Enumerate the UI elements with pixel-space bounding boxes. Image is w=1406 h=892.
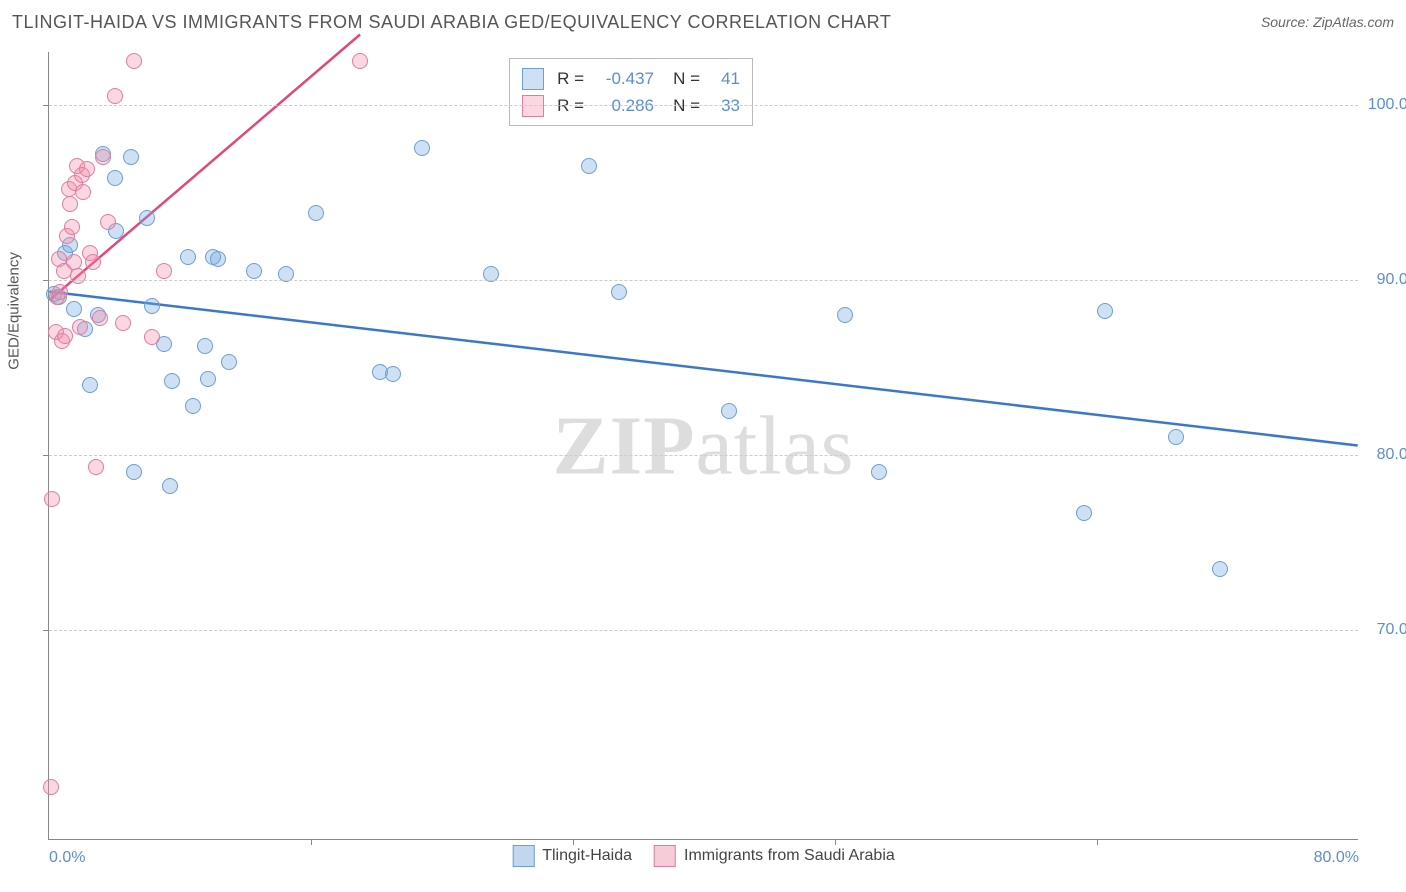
stat-n-value: 33 bbox=[710, 92, 740, 119]
header: TLINGIT-HAIDA VS IMMIGRANTS FROM SAUDI A… bbox=[0, 0, 1406, 44]
stats-legend-box: R = -0.437 N = 41 R = 0.286 N = 33 bbox=[509, 58, 753, 126]
data-point bbox=[1076, 505, 1092, 521]
xtick-label: 80.0% bbox=[1314, 849, 1359, 867]
y-axis-label: GED/Equivalency bbox=[6, 252, 23, 370]
data-point bbox=[123, 149, 139, 165]
data-point bbox=[92, 310, 108, 326]
data-point bbox=[385, 366, 401, 382]
trend-line bbox=[49, 292, 1357, 446]
data-point bbox=[43, 779, 59, 795]
xtick-label: 0.0% bbox=[49, 849, 85, 867]
gridline-h bbox=[49, 455, 1358, 456]
data-point bbox=[107, 88, 123, 104]
data-point bbox=[611, 284, 627, 300]
data-point bbox=[100, 214, 116, 230]
data-point bbox=[352, 53, 368, 69]
data-point bbox=[210, 251, 226, 267]
legend-label: Immigrants from Saudi Arabia bbox=[684, 847, 895, 865]
data-point bbox=[62, 196, 78, 212]
data-point bbox=[200, 371, 216, 387]
stat-row: R = -0.437 N = 41 bbox=[522, 65, 740, 92]
data-point bbox=[414, 140, 430, 156]
data-point bbox=[221, 354, 237, 370]
data-point bbox=[721, 403, 737, 419]
swatch-icon bbox=[522, 95, 544, 117]
chart-container: TLINGIT-HAIDA VS IMMIGRANTS FROM SAUDI A… bbox=[0, 0, 1406, 892]
data-point bbox=[88, 459, 104, 475]
data-point bbox=[82, 377, 98, 393]
data-point bbox=[75, 184, 91, 200]
data-point bbox=[144, 298, 160, 314]
stat-n-value: 41 bbox=[710, 65, 740, 92]
data-point bbox=[72, 319, 88, 335]
ytick-label: 70.0% bbox=[1377, 621, 1406, 639]
xtick-minor bbox=[311, 839, 312, 845]
stat-n-label: N = bbox=[670, 65, 700, 92]
data-point bbox=[70, 268, 86, 284]
data-point bbox=[66, 301, 82, 317]
ytick-label: 80.0% bbox=[1377, 446, 1406, 464]
data-point bbox=[246, 263, 262, 279]
stat-r-label: R = bbox=[554, 65, 584, 92]
data-point bbox=[52, 284, 68, 300]
stat-r-value: 0.286 bbox=[594, 92, 654, 119]
data-point bbox=[308, 205, 324, 221]
ytick bbox=[43, 455, 49, 456]
data-point bbox=[164, 373, 180, 389]
data-point bbox=[64, 219, 80, 235]
data-point bbox=[144, 329, 160, 345]
data-point bbox=[871, 464, 887, 480]
trend-lines-layer bbox=[49, 52, 1358, 839]
series-legend: Tlingit-Haida Immigrants from Saudi Arabi… bbox=[512, 845, 895, 867]
ytick bbox=[43, 280, 49, 281]
stat-n-label: N = bbox=[670, 92, 700, 119]
data-point bbox=[197, 338, 213, 354]
data-point bbox=[156, 263, 172, 279]
data-point bbox=[581, 158, 597, 174]
data-point bbox=[107, 170, 123, 186]
gridline-h bbox=[49, 280, 1358, 281]
data-point bbox=[115, 315, 131, 331]
data-point bbox=[79, 161, 95, 177]
ytick bbox=[43, 105, 49, 106]
legend-item: Tlingit-Haida bbox=[512, 845, 632, 867]
swatch-icon bbox=[654, 845, 676, 867]
source-attribution: Source: ZipAtlas.com bbox=[1261, 14, 1394, 30]
chart-title: TLINGIT-HAIDA VS IMMIGRANTS FROM SAUDI A… bbox=[12, 12, 891, 33]
ytick-label: 90.0% bbox=[1377, 271, 1406, 289]
data-point bbox=[85, 254, 101, 270]
swatch-icon bbox=[512, 845, 534, 867]
stat-row: R = 0.286 N = 33 bbox=[522, 92, 740, 119]
data-point bbox=[837, 307, 853, 323]
plot-area: ZIPatlas R =-0.437N =41R =0.286N =33 Tli… bbox=[48, 52, 1358, 840]
xtick-minor bbox=[835, 839, 836, 845]
xtick-minor bbox=[573, 839, 574, 845]
stat-r-label: R = bbox=[554, 92, 584, 119]
data-point bbox=[185, 398, 201, 414]
data-point bbox=[95, 149, 111, 165]
data-point bbox=[126, 53, 142, 69]
data-point bbox=[44, 491, 60, 507]
stat-r-value: -0.437 bbox=[594, 65, 654, 92]
swatch-icon bbox=[522, 68, 544, 90]
data-point bbox=[1097, 303, 1113, 319]
legend-item: Immigrants from Saudi Arabia bbox=[654, 845, 895, 867]
data-point bbox=[162, 478, 178, 494]
xtick-minor bbox=[1097, 839, 1098, 845]
data-point bbox=[180, 249, 196, 265]
gridline-h bbox=[49, 105, 1358, 106]
legend-label: Tlingit-Haida bbox=[542, 847, 632, 865]
data-point bbox=[1168, 429, 1184, 445]
data-point bbox=[1212, 561, 1228, 577]
ytick bbox=[43, 630, 49, 631]
data-point bbox=[126, 464, 142, 480]
ytick-label: 100.0% bbox=[1368, 96, 1406, 114]
data-point bbox=[57, 328, 73, 344]
data-point bbox=[139, 210, 155, 226]
gridline-h bbox=[49, 630, 1358, 631]
watermark: ZIPatlas bbox=[553, 397, 855, 494]
